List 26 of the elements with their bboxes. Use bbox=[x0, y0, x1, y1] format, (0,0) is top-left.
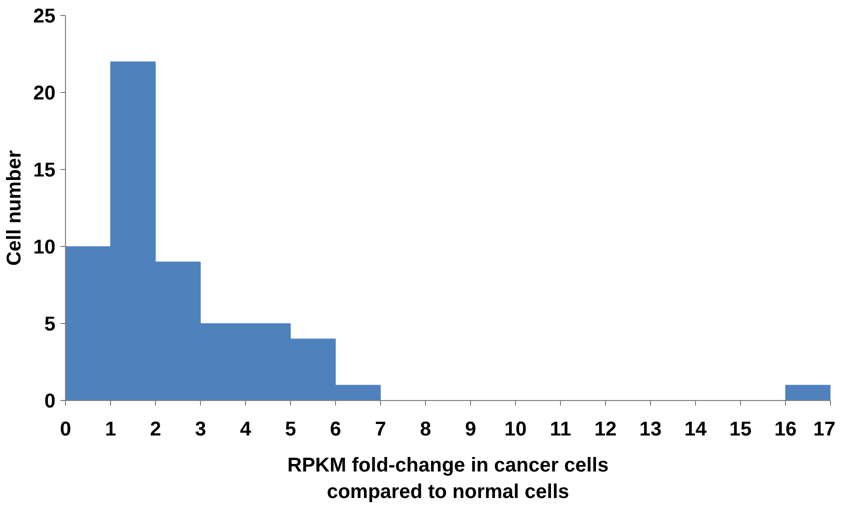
x-tick-label: 10 bbox=[504, 418, 527, 440]
x-tick-label: 4 bbox=[240, 418, 252, 440]
y-tick-label: 5 bbox=[44, 314, 56, 336]
x-tick-label: 9 bbox=[464, 418, 476, 440]
y-tick-label: 10 bbox=[33, 236, 56, 258]
x-tick-label: 7 bbox=[374, 418, 386, 440]
x-tick-label: 13 bbox=[639, 418, 662, 440]
y-tick-label: 0 bbox=[44, 390, 56, 412]
y-tick-label: 25 bbox=[33, 6, 56, 28]
x-tick-label: 14 bbox=[684, 418, 708, 440]
x-tick-label: 8 bbox=[420, 418, 432, 440]
x-tick-label: 15 bbox=[729, 418, 752, 440]
x-tick-label: 16 bbox=[774, 418, 797, 440]
x-tick-label: 3 bbox=[194, 418, 206, 440]
y-tick-label: 15 bbox=[33, 160, 56, 182]
x-tick-label: 2 bbox=[150, 418, 162, 440]
y-tick-label: 20 bbox=[33, 82, 56, 104]
y-axis-title: Cell number bbox=[3, 150, 26, 266]
x-tick-label: 5 bbox=[284, 418, 296, 440]
x-tick-label: 1 bbox=[104, 418, 116, 440]
x-tick-label: 0 bbox=[60, 418, 72, 440]
x-tick-label: 17 bbox=[813, 418, 836, 440]
x-tick-label: 12 bbox=[594, 418, 617, 440]
x-tick-label: 11 bbox=[550, 418, 572, 440]
x-tick-label: 6 bbox=[330, 418, 342, 440]
x-axis-title: RPKM fold-change in cancer cells compared to normal cells bbox=[287, 454, 609, 503]
